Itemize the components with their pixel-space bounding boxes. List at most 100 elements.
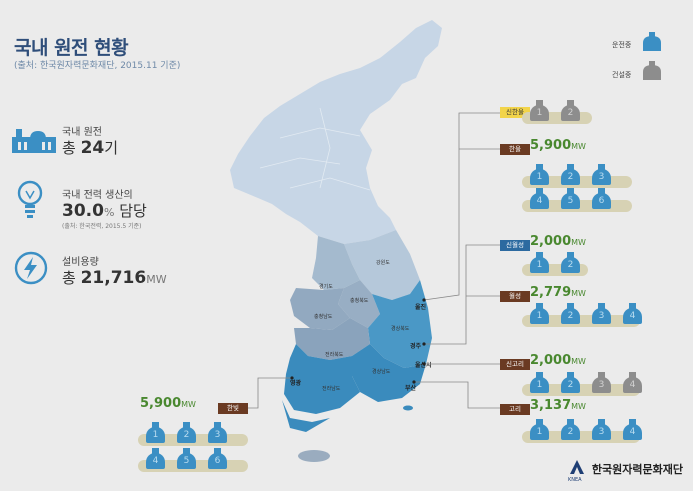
map-label-chungbuk: 충청북도 [350, 298, 369, 304]
plant-tag: 신한울 [500, 107, 530, 118]
knea-logo-icon [568, 458, 586, 476]
capacity-stat-value: 총 21,716MW [62, 267, 167, 288]
reactor-operating-icon: 3 [592, 303, 611, 325]
reactor-dome [208, 453, 227, 469]
plant-tag: 신고리 [500, 359, 530, 370]
plants-prefix: 총 [62, 139, 76, 157]
reactor-number: 4 [629, 311, 636, 321]
reactor-operating-icon: 1 [530, 252, 549, 274]
reactor-operating-icon: 2 [561, 164, 580, 186]
reactor-number: 3 [598, 380, 605, 390]
map-label-gangwon: 강원도 [376, 260, 390, 266]
reactor-number: 1 [536, 108, 543, 118]
reactor-operating-icon: 2 [177, 422, 196, 444]
plant-tag: 고리 [500, 404, 530, 415]
reactor-operating-icon: 1 [530, 303, 549, 325]
plant-capacity: 5,900MW [530, 138, 586, 153]
reactor-number: 3 [598, 427, 605, 437]
jeonnam-region [284, 344, 360, 414]
reactor-chimney [536, 303, 543, 310]
page-title: 국내 원전 현황 [14, 37, 129, 59]
reactor-dome [530, 193, 549, 209]
reactor-operating-icon: 2 [561, 372, 580, 394]
reactor-chimney [183, 422, 190, 429]
reactor-number: 2 [567, 260, 574, 270]
reactor-dome [177, 427, 196, 443]
share-suffix: 담당 [119, 202, 147, 220]
share-source: (출처: 한국전력, 2015.5 기준) [62, 223, 142, 230]
plants-stat-value: 총 24기 [62, 137, 118, 158]
reactor-chimney [183, 448, 190, 455]
reactor-dome [530, 105, 549, 121]
reactor-operating-icon: 4 [623, 419, 642, 441]
reactor-operating-icon: 1 [146, 422, 165, 444]
plant-tag: 한빛 [218, 403, 248, 414]
reactor-chimney [567, 100, 574, 107]
reactor-dome [561, 193, 580, 209]
reactor-chimney [567, 372, 574, 379]
gyeonggi-region [312, 236, 360, 290]
reactor-chimney [598, 188, 605, 195]
reactor-dome [592, 169, 611, 185]
plant-capacity-value: 5,900 [140, 396, 182, 411]
reactor-dome [146, 427, 165, 443]
reactor-operating-icon: 3 [592, 419, 611, 441]
reactor-dome [623, 308, 642, 324]
city-busan: 부산 [405, 385, 417, 392]
map-label-jeonbuk: 전라북도 [325, 352, 344, 358]
reactor-chimney [536, 419, 543, 426]
plant-capacity: 2,779MW [530, 285, 586, 300]
reactor-chimney [598, 372, 605, 379]
legend-operating-label: 운전중 [612, 41, 632, 49]
reactor-operating-icon: 1 [530, 372, 549, 394]
reactor-chimney [567, 188, 574, 195]
reactor-number: 1 [536, 172, 543, 182]
reactor-chimney [598, 419, 605, 426]
plant-capacity-unit: MW [571, 402, 586, 411]
map-label-gyeongbuk: 경상북도 [391, 326, 410, 332]
plant-capacity-unit: MW [181, 400, 196, 409]
map-label-gyeonggi: 경기도 [319, 284, 333, 290]
reactor-chimney [214, 422, 221, 429]
reactor-number: 1 [536, 427, 543, 437]
reactor-chimney [536, 100, 543, 107]
plants-suffix: 기 [104, 139, 119, 157]
reactor-number: 4 [536, 196, 543, 206]
plant-capacity-unit: MW [571, 142, 586, 151]
reactor-operating-icon: 2 [561, 303, 580, 325]
reactor-chimney [567, 164, 574, 171]
reactor-chimney [536, 252, 543, 259]
reactor-chimney [567, 419, 574, 426]
reactor-operating-icon: 2 [561, 252, 580, 274]
plant-capacity-unit: MW [571, 289, 586, 298]
reactor-number: 2 [567, 427, 574, 437]
reactor-chimney [536, 164, 543, 171]
reactor-dome [561, 169, 580, 185]
city-uljin: 울진 [415, 304, 427, 311]
reactor-chimney [214, 448, 221, 455]
plant-capacity-value: 2,779 [530, 285, 572, 300]
reactor-dome [592, 424, 611, 440]
reactor-number: 4 [629, 427, 636, 437]
reactor-operating-icon: 5 [561, 188, 580, 210]
reactor-dome [561, 105, 580, 121]
reactor-dome [561, 308, 580, 324]
power-plant-icon [12, 127, 56, 155]
city-gyeongju: 경주 [410, 343, 422, 350]
reactor-dome [561, 424, 580, 440]
plant-capacity-value: 2,000 [530, 234, 572, 249]
light-bulb-icon [17, 180, 43, 220]
reactor-number: 2 [567, 311, 574, 321]
reactor-number: 1 [152, 430, 159, 440]
reactor-number: 4 [629, 380, 636, 390]
map-label-jeonnam: 전라남도 [322, 386, 341, 392]
korea-map [230, 20, 442, 462]
plant-capacity: 3,137MW [530, 398, 586, 413]
reactor-dome [561, 257, 580, 273]
city-ulsan: 울산시 [415, 362, 432, 369]
plant-capacity: 5,900MW [140, 396, 196, 411]
plants-count: 24 [80, 138, 105, 158]
plant-capacity-value: 2,000 [530, 353, 572, 368]
reactor-dome [177, 453, 196, 469]
reactor-number: 1 [536, 311, 543, 321]
